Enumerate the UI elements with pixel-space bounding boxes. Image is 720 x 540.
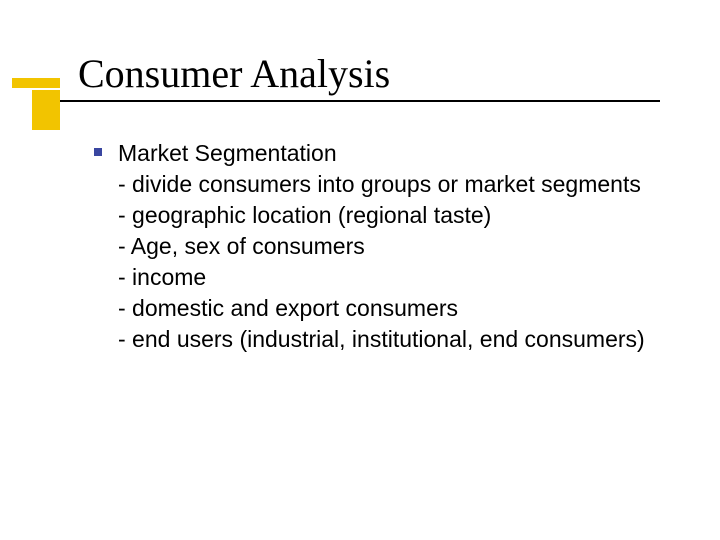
- bullet-line: - end users (industrial, institutional, …: [118, 324, 678, 355]
- bullet-line: - geographic location (regional taste): [118, 200, 678, 231]
- bullet-line: - income: [118, 262, 678, 293]
- bullet-line: - divide consumers into groups or market…: [118, 169, 678, 200]
- content-block: Market Segmentation - divide consumers i…: [118, 138, 678, 355]
- square-bullet-icon: [94, 148, 102, 156]
- accent-bar-long: [12, 78, 60, 88]
- title-underline: [60, 100, 660, 102]
- bullet-line: - Age, sex of consumers: [118, 231, 678, 262]
- body-text: Market Segmentation - divide consumers i…: [118, 138, 678, 355]
- accent-bar-short: [32, 90, 60, 130]
- bullet-line: - domestic and export consumers: [118, 293, 678, 324]
- slide-title: Consumer Analysis: [78, 50, 390, 97]
- bullet-heading: Market Segmentation: [118, 138, 678, 169]
